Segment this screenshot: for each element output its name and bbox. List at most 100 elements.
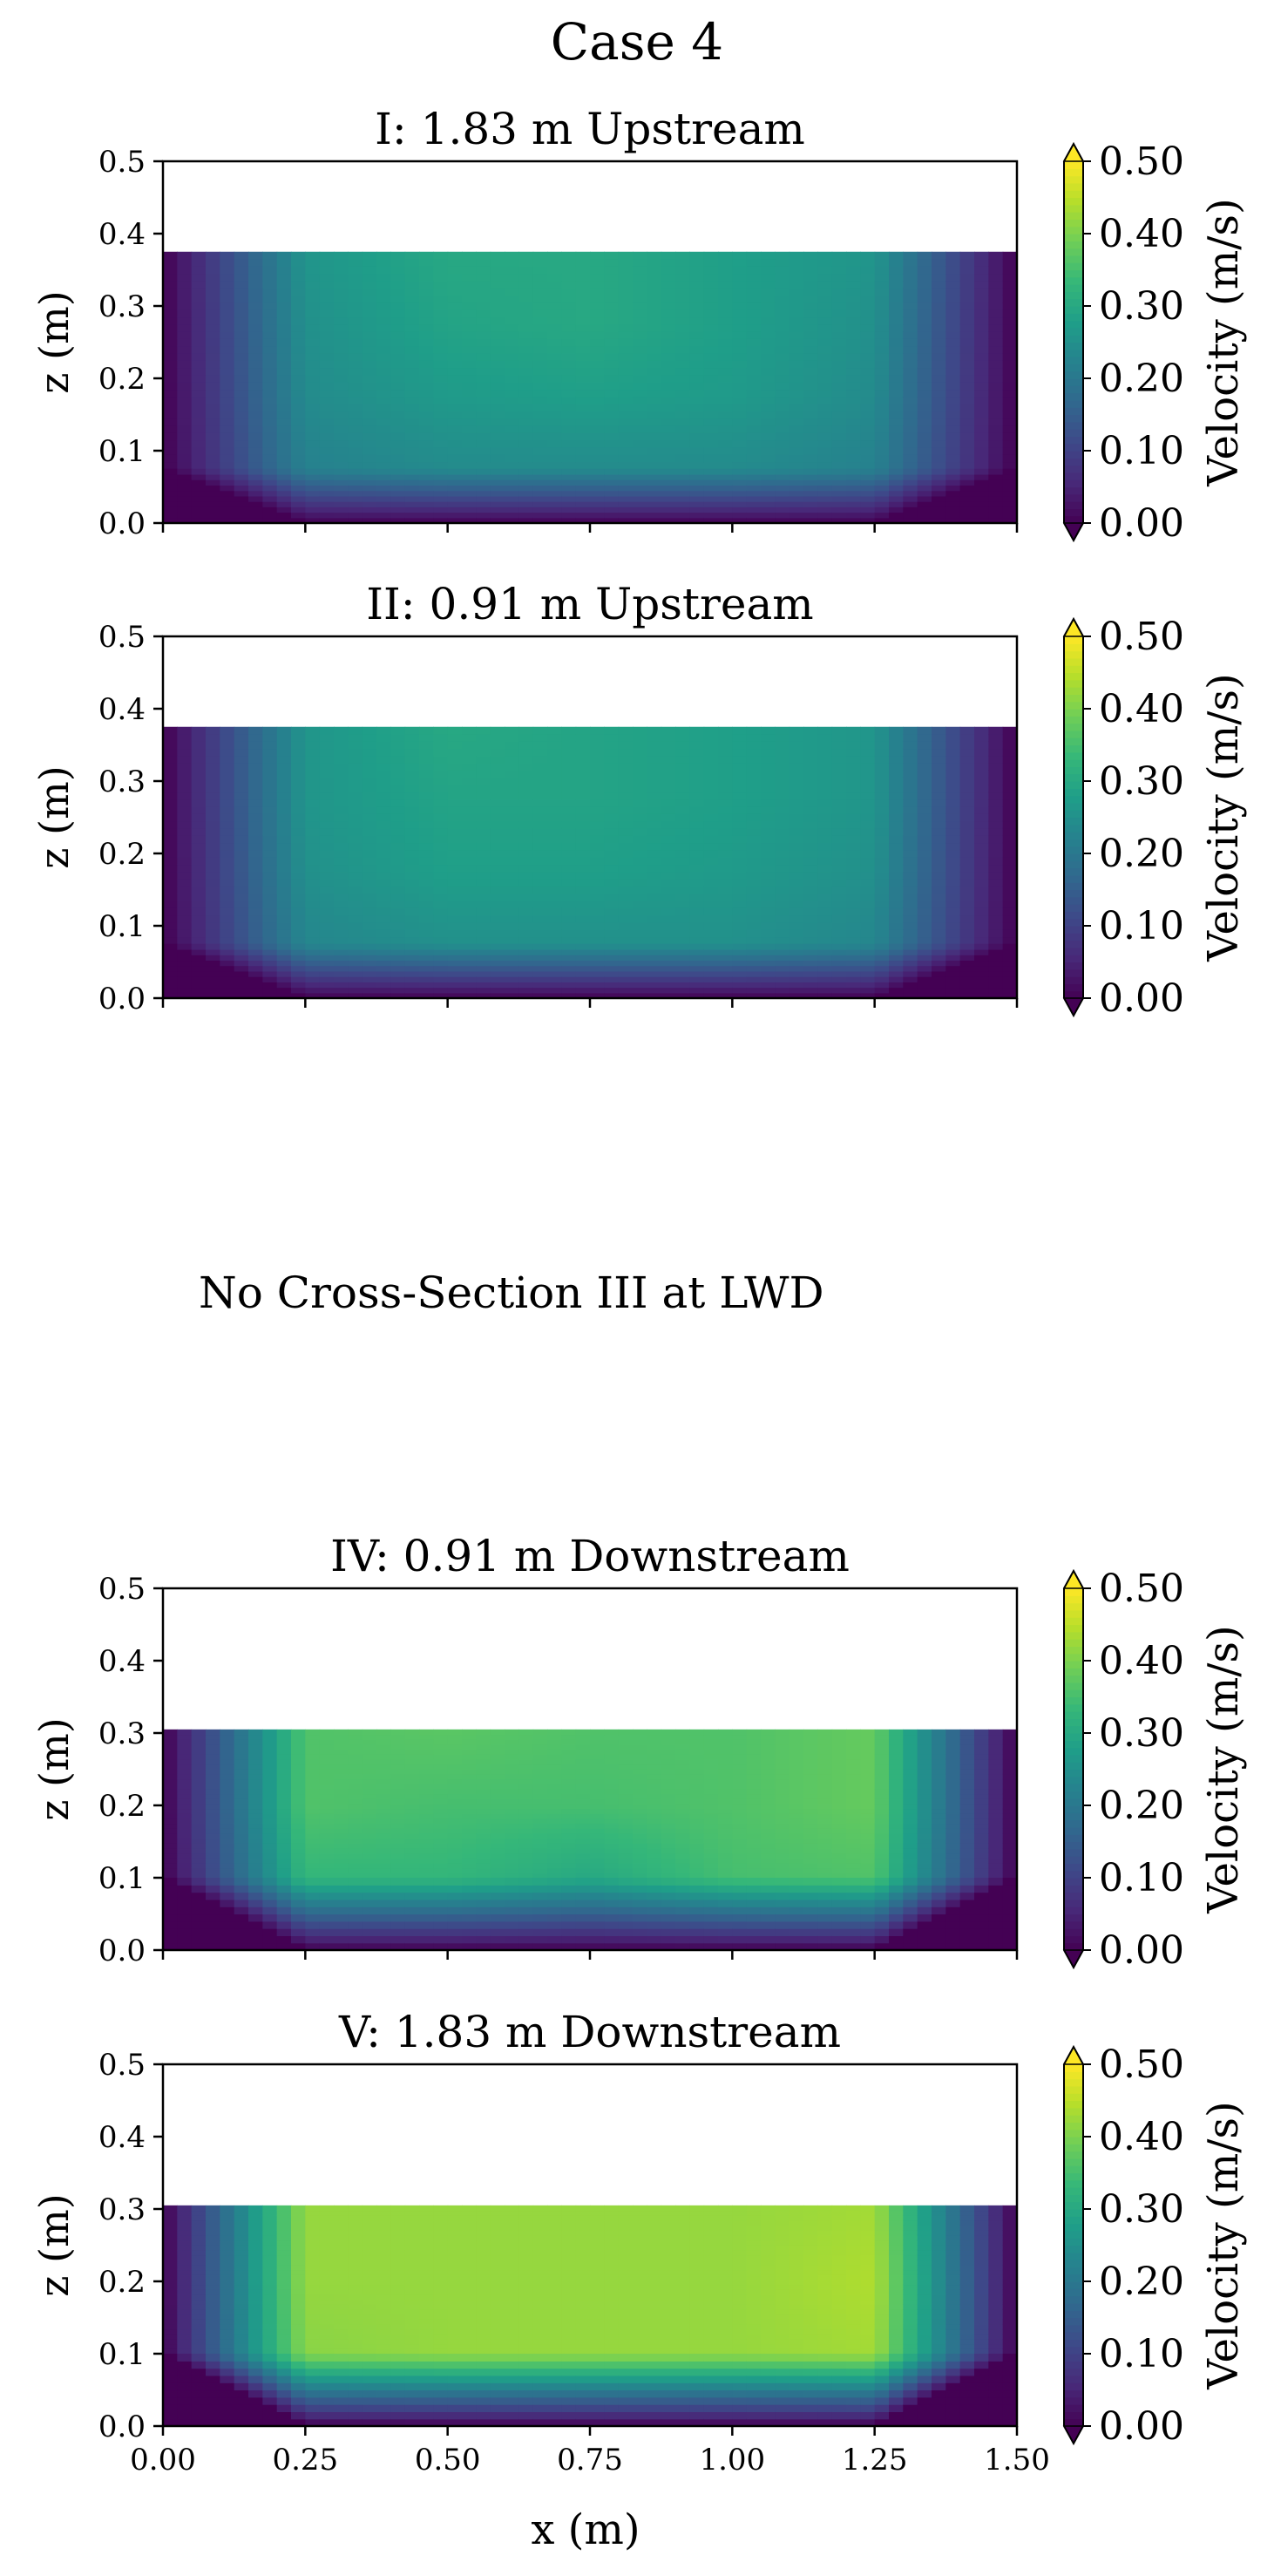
- velocity-cell: [404, 943, 420, 950]
- velocity-cell: [1002, 770, 1018, 778]
- velocity-cell: [647, 352, 662, 361]
- velocity-cell: [974, 309, 989, 318]
- velocity-cell: [803, 943, 818, 950]
- velocity-cell: [945, 827, 961, 836]
- colorbar-cell: [1064, 955, 1083, 963]
- velocity-cell: [874, 929, 890, 938]
- velocity-cell: [532, 914, 548, 923]
- velocity-cell: [689, 517, 705, 524]
- velocity-cell: [163, 288, 178, 296]
- velocity-cell: [376, 501, 391, 507]
- velocity-cell: [262, 726, 278, 735]
- velocity-cell: [917, 360, 932, 369]
- velocity-cell: [248, 251, 263, 260]
- velocity-cell: [532, 965, 548, 972]
- velocity-cell: [718, 921, 733, 930]
- velocity-cell: [276, 345, 292, 354]
- velocity-cell: [945, 425, 961, 433]
- velocity-cell: [177, 473, 193, 480]
- velocity-cell: [618, 479, 634, 486]
- velocity-cell: [789, 425, 804, 433]
- velocity-cell: [803, 777, 818, 785]
- velocity-cell: [932, 907, 946, 916]
- velocity-cell: [974, 842, 989, 851]
- velocity-cell: [276, 948, 292, 955]
- velocity-cell: [988, 295, 1004, 303]
- velocity-cell: [661, 820, 676, 829]
- velocity-cell: [305, 468, 321, 475]
- velocity-cell: [647, 976, 662, 982]
- velocity-cell: [889, 302, 904, 310]
- velocity-cell: [775, 316, 790, 325]
- velocity-cell: [604, 389, 620, 398]
- velocity-cell: [248, 338, 263, 347]
- velocity-cell: [319, 976, 335, 982]
- velocity-cell: [334, 345, 349, 354]
- velocity-cell: [419, 755, 434, 764]
- velocity-cell: [803, 914, 818, 923]
- velocity-cell: [647, 273, 662, 282]
- velocity-cell: [575, 338, 591, 347]
- velocity-cell: [376, 929, 391, 938]
- velocity-cell: [575, 820, 591, 829]
- velocity-cell: [362, 389, 377, 398]
- velocity-cell: [518, 921, 534, 930]
- velocity-cell: [177, 280, 193, 289]
- velocity-cell: [532, 929, 548, 938]
- velocity-cell: [262, 266, 278, 275]
- colorbar-cell: [1064, 298, 1083, 307]
- velocity-cell: [846, 987, 861, 994]
- velocity-cell: [903, 367, 918, 376]
- velocity-cell: [746, 943, 762, 950]
- velocity-cell: [376, 389, 391, 398]
- velocity-cell: [362, 955, 377, 962]
- velocity-cell: [647, 792, 662, 800]
- velocity-cell: [547, 976, 562, 982]
- velocity-cell: [917, 734, 932, 742]
- velocity-cell: [974, 976, 989, 982]
- velocity-cell: [803, 820, 818, 829]
- velocity-cell: [476, 813, 491, 822]
- velocity-cell: [532, 461, 548, 470]
- velocity-cell: [561, 914, 577, 923]
- velocity-cell: [746, 446, 762, 455]
- velocity-cell: [262, 360, 278, 369]
- velocity-cell: [746, 345, 762, 354]
- velocity-cell: [177, 382, 193, 391]
- velocity-cell: [1002, 879, 1018, 887]
- velocity-cell: [789, 914, 804, 923]
- velocity-cell: [390, 331, 406, 339]
- velocity-cell: [206, 367, 220, 376]
- velocity-cell: [206, 345, 220, 354]
- velocity-cell: [291, 777, 306, 785]
- velocity-cell: [718, 468, 733, 475]
- velocity-cell: [618, 309, 634, 318]
- velocity-cell: [334, 792, 349, 800]
- velocity-cell: [959, 288, 975, 296]
- velocity-cell: [803, 454, 818, 463]
- velocity-cell: [262, 479, 278, 486]
- velocity-cell: [191, 900, 207, 908]
- velocity-cell: [945, 316, 961, 325]
- velocity-cell: [177, 288, 193, 296]
- velocity-cell: [447, 948, 463, 955]
- velocity-cell: [633, 490, 647, 497]
- velocity-cell: [789, 266, 804, 275]
- velocity-cell: [532, 389, 548, 398]
- velocity-cell: [846, 806, 861, 814]
- velocity-cell: [675, 770, 690, 778]
- velocity-cell: [689, 820, 705, 829]
- velocity-cell: [419, 770, 434, 778]
- velocity-cell: [348, 842, 363, 851]
- velocity-cell: [334, 512, 349, 519]
- velocity-cell: [817, 273, 833, 282]
- velocity-cell: [874, 418, 890, 426]
- velocity-cell: [490, 970, 505, 977]
- velocity-cell: [447, 770, 463, 778]
- velocity-cell: [988, 389, 1004, 398]
- velocity-cell: [476, 827, 491, 836]
- velocity-cell: [988, 259, 1004, 267]
- velocity-cell: [206, 411, 220, 419]
- velocity-cell: [376, 857, 391, 866]
- velocity-cell: [575, 955, 591, 962]
